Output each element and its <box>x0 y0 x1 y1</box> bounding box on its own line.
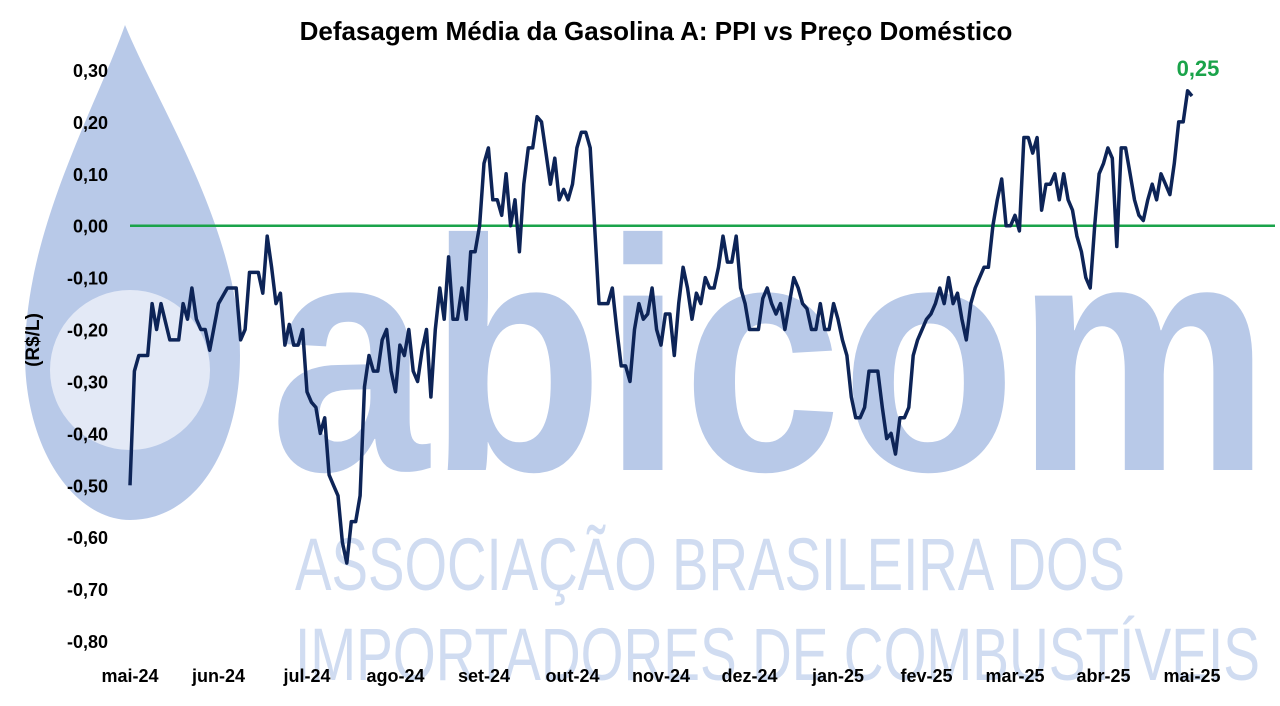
y-tick-label: -0,40 <box>67 424 108 444</box>
x-tick-label: abr-25 <box>1076 666 1130 686</box>
y-tick-label: -0,50 <box>67 476 108 496</box>
chart-title: Defasagem Média da Gasolina A: PPI vs Pr… <box>300 16 1013 46</box>
x-tick-label: dez-24 <box>721 666 777 686</box>
y-tick-label: 0,30 <box>73 61 108 81</box>
watermark-line2: IMPORTADORES DE COMBUSTÍVEIS <box>295 613 1260 696</box>
globe-icon <box>50 290 210 450</box>
x-tick-label: jan-25 <box>811 666 864 686</box>
abicom-watermark: abicom ASSOCIAÇÃO BRASILEIRA DOS IMPORTA… <box>25 25 1270 696</box>
x-axis-ticks: mai-24 jun-24 jul-24 ago-24 set-24 out-24 nov-… <box>101 666 1220 686</box>
x-tick-label: ago-24 <box>366 666 424 686</box>
watermark-line1: ASSOCIAÇÃO BRASILEIRA DOS <box>295 523 1125 606</box>
y-tick-label: -0,20 <box>67 321 108 341</box>
x-tick-label: mai-25 <box>1163 666 1220 686</box>
drop-logo-icon <box>25 25 240 520</box>
watermark-brand: abicom <box>270 171 1270 540</box>
x-tick-label: jul-24 <box>282 666 330 686</box>
x-tick-label: fev-25 <box>900 666 952 686</box>
last-value-label: 0,25 <box>1177 56 1220 81</box>
y-tick-label: -0,60 <box>67 528 108 548</box>
x-tick-label: mar-25 <box>985 666 1044 686</box>
y-tick-label: -0,70 <box>67 580 108 600</box>
y-tick-label: -0,30 <box>67 372 108 392</box>
y-tick-label: -0,80 <box>67 632 108 652</box>
x-tick-label: jun-24 <box>191 666 245 686</box>
x-tick-label: out-24 <box>546 666 600 686</box>
y-tick-label: -0,10 <box>67 269 108 289</box>
y-axis-label: (R$/L) <box>23 313 44 367</box>
x-tick-label: mai-24 <box>101 666 158 686</box>
series-line-defasagem <box>128 89 1194 565</box>
y-tick-label: 0,20 <box>73 113 108 133</box>
y-axis-ticks: 0,30 0,20 0,10 0,00 -0,10 -0,20 -0,30 -0,40 -0,5… <box>67 61 108 652</box>
y-tick-label: 0,10 <box>73 165 108 185</box>
x-tick-label: nov-24 <box>632 666 690 686</box>
x-tick-label: set-24 <box>458 666 510 686</box>
y-tick-label: 0,00 <box>73 217 108 237</box>
